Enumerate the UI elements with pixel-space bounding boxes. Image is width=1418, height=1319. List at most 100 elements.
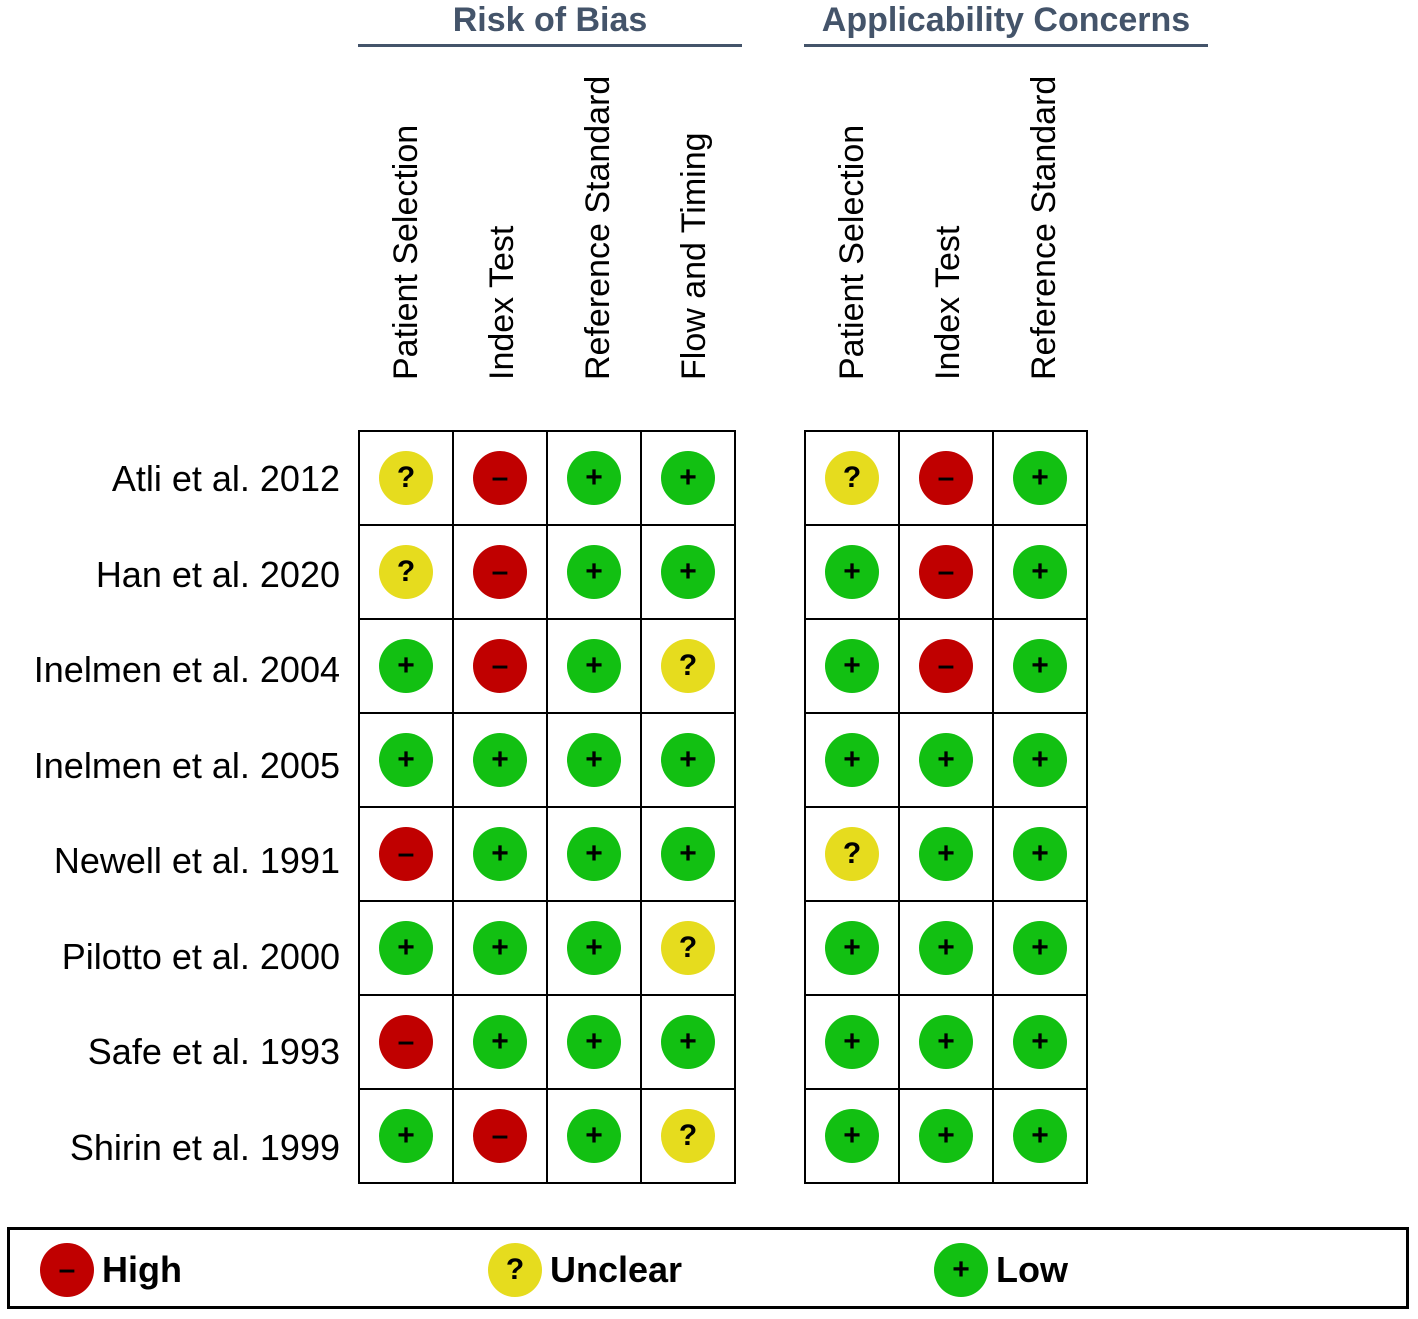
column-header: Patient Selection	[358, 40, 454, 420]
low-rating-mark: +	[919, 733, 973, 787]
legend-item-high: – High	[40, 1243, 182, 1297]
rating-cell: +	[898, 900, 994, 996]
low-rating-mark: +	[661, 1015, 715, 1069]
rating-cell: +	[358, 1088, 454, 1184]
legend: – High? Unclear + Low	[7, 1227, 1409, 1309]
study-label: Shirin et al. 1999	[69, 1126, 340, 1168]
risk-of-bias-grid: ? – + +? – + + + – +? + + + + – + + + + + +? – + + + + – +?	[358, 430, 736, 1184]
table-row: + – +?	[358, 1088, 736, 1184]
high-rating-mark: –	[379, 1015, 433, 1069]
rating-cell: +	[898, 1088, 994, 1184]
column-header: Flow and Timing	[646, 40, 742, 420]
rating-cell: +	[992, 806, 1088, 902]
low-rating-mark: +	[567, 639, 621, 693]
rating-cell: +	[804, 712, 900, 808]
unclear-rating-mark: ?	[661, 921, 715, 975]
low-rating-mark: +	[473, 1015, 527, 1069]
rating-cell: +	[992, 618, 1088, 714]
table-row: + + +	[804, 994, 1088, 1090]
low-legend-icon: +	[934, 1243, 988, 1297]
unclear-rating-mark: ?	[825, 451, 879, 505]
rating-cell: +	[640, 994, 736, 1090]
legend-item-unclear: ? Unclear	[488, 1243, 682, 1297]
table-row: ? – + +	[358, 524, 736, 620]
table-row: + + +	[804, 1088, 1088, 1184]
low-rating-mark: +	[661, 733, 715, 787]
rating-cell: –	[358, 994, 454, 1090]
column-header-label: Index Test	[929, 225, 967, 380]
column-header: Reference Standard	[996, 40, 1092, 420]
study-label: Inelmen et al. 2004	[33, 649, 340, 690]
rating-cell: +	[546, 524, 642, 620]
table-row: + – +	[804, 524, 1088, 620]
low-rating-mark: +	[1013, 545, 1067, 599]
rating-cell: +	[804, 900, 900, 996]
low-rating-mark: +	[1013, 733, 1067, 787]
low-rating-mark: +	[1013, 1109, 1067, 1163]
table-row: + – +	[804, 618, 1088, 714]
rating-cell: +	[546, 900, 642, 996]
column-header-label: Index Test	[483, 225, 521, 380]
rating-cell: +	[898, 712, 994, 808]
legend-label: Unclear	[550, 1249, 683, 1290]
rating-cell: +	[640, 430, 736, 526]
rating-cell: ?	[640, 900, 736, 996]
rating-cell: +	[992, 524, 1088, 620]
rating-cell: –	[898, 618, 994, 714]
low-rating-mark: +	[379, 1109, 433, 1163]
low-rating-mark: +	[567, 733, 621, 787]
rating-cell: +	[640, 524, 736, 620]
column-header-label: Reference Standard	[579, 75, 617, 380]
high-rating-mark: –	[919, 451, 973, 505]
study-label: Atli et al. 2012	[111, 458, 340, 499]
high-legend-icon: –	[40, 1243, 94, 1297]
rating-cell: +	[358, 618, 454, 714]
low-rating-mark: +	[825, 545, 879, 599]
rating-cell: +	[640, 712, 736, 808]
low-rating-mark: +	[473, 733, 527, 787]
rating-cell: +	[546, 712, 642, 808]
low-rating-mark: +	[825, 1015, 879, 1069]
low-rating-mark: +	[825, 639, 879, 693]
rating-cell: +	[358, 712, 454, 808]
low-rating-mark: +	[1013, 921, 1067, 975]
rating-cell: –	[898, 430, 994, 526]
column-header-label: Reference Standard	[1025, 75, 1063, 380]
table-row: + – +?	[358, 618, 736, 714]
rating-cell: –	[452, 524, 548, 620]
low-rating-mark: +	[567, 1015, 621, 1069]
column-header-label: Patient Selection	[387, 124, 425, 380]
unclear-rating-mark: ?	[379, 545, 433, 599]
low-rating-mark: +	[661, 827, 715, 881]
rating-cell: ?	[804, 430, 900, 526]
high-rating-mark: –	[379, 827, 433, 881]
study-label: Safe et al. 1993	[87, 1031, 340, 1072]
low-rating-mark: +	[379, 921, 433, 975]
rating-cell: +	[992, 430, 1088, 526]
high-rating-mark: –	[473, 639, 527, 693]
rating-cell: –	[452, 430, 548, 526]
low-rating-mark: +	[825, 921, 879, 975]
legend-label: Low	[996, 1249, 1068, 1290]
low-rating-mark: +	[1013, 827, 1067, 881]
low-rating-mark: +	[919, 827, 973, 881]
unclear-legend-icon: ?	[488, 1243, 542, 1297]
table-row: ? – +	[804, 430, 1088, 526]
rating-cell: +	[452, 712, 548, 808]
low-rating-mark: +	[379, 733, 433, 787]
low-rating-mark: +	[567, 921, 621, 975]
unclear-rating-mark: ?	[825, 827, 879, 881]
rating-cell: +	[992, 900, 1088, 996]
rating-cell: –	[452, 1088, 548, 1184]
low-rating-mark: +	[1013, 1015, 1067, 1069]
low-rating-mark: +	[919, 921, 973, 975]
high-rating-mark: –	[919, 639, 973, 693]
rating-cell: –	[898, 524, 994, 620]
column-header-label: Flow and Timing	[675, 132, 713, 380]
low-rating-mark: +	[379, 639, 433, 693]
rating-cell: +	[992, 1088, 1088, 1184]
rating-cell: +	[452, 994, 548, 1090]
low-rating-mark: +	[567, 1109, 621, 1163]
rating-cell: –	[452, 618, 548, 714]
low-rating-mark: +	[825, 733, 879, 787]
